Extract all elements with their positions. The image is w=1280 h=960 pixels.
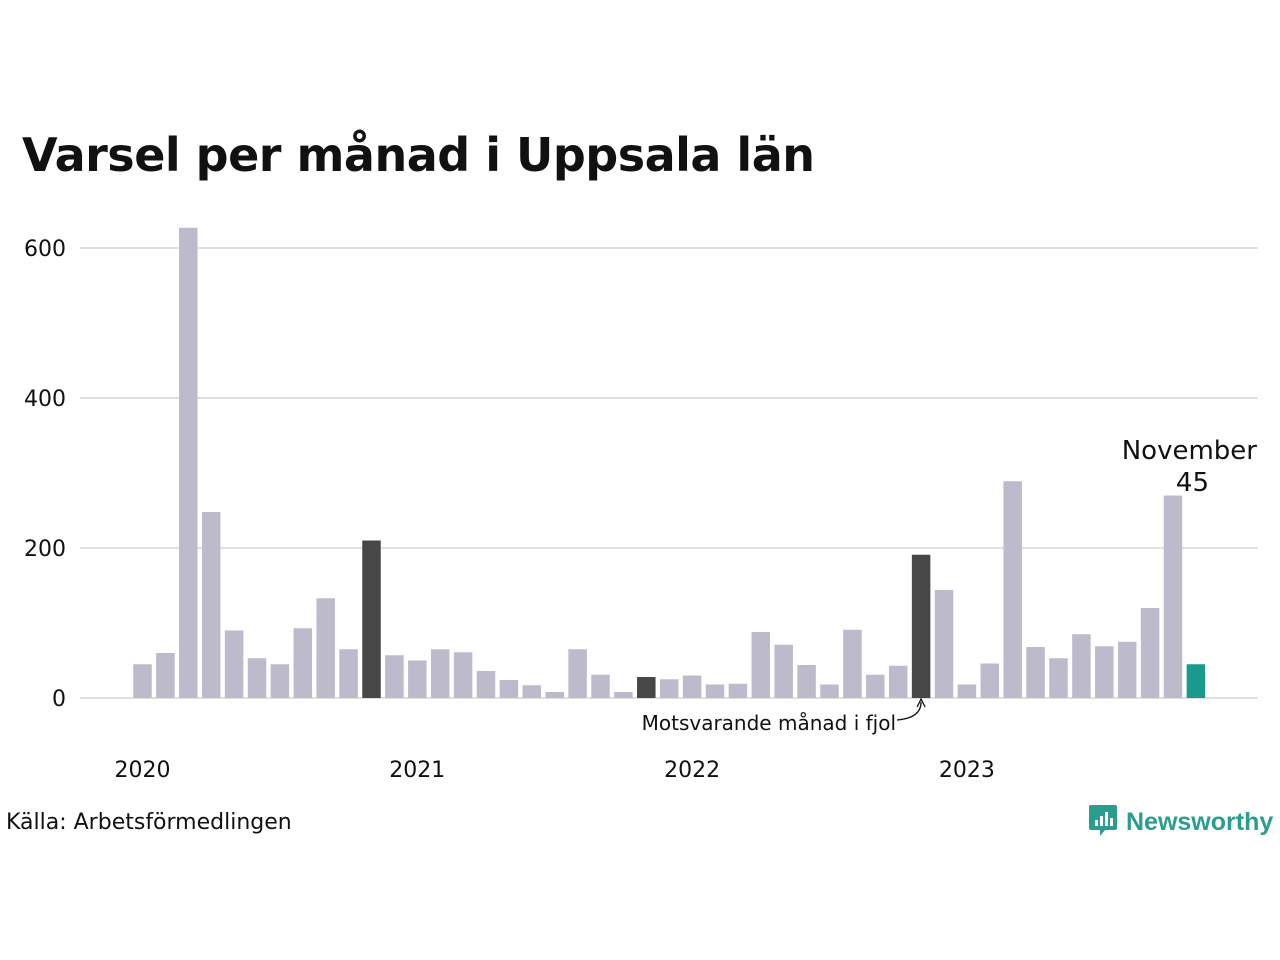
current-value-label: 45 <box>1176 468 1209 498</box>
bar <box>682 675 702 698</box>
y-axis-ticks: 0 200 400 600 <box>24 237 66 712</box>
x-tick-label: 2021 <box>389 758 445 783</box>
y-tick-label: 200 <box>24 537 66 562</box>
x-tick-label: 2020 <box>115 758 171 783</box>
bar <box>774 644 793 698</box>
source-note: Källa: Arbetsförmedlingen <box>6 810 292 835</box>
bar <box>179 227 198 698</box>
bar <box>133 664 152 698</box>
bar <box>522 685 542 698</box>
bar <box>545 692 564 698</box>
brand-logo[interactable]: Newsworthy <box>1088 803 1273 841</box>
bar <box>1186 664 1206 698</box>
bar <box>247 658 267 698</box>
x-tick-label: 2022 <box>664 758 720 783</box>
previous-year-label: Motsvarande månad i fjol <box>642 711 896 735</box>
bar <box>1095 646 1114 698</box>
newsworthy-chart-icon <box>1088 803 1118 841</box>
y-tick-label: 600 <box>24 237 66 262</box>
y-tick-label: 0 <box>52 687 66 712</box>
bar <box>843 629 862 698</box>
bar <box>888 665 908 698</box>
chart-title: Varsel per månad i Uppsala län <box>22 128 815 182</box>
bar <box>957 684 977 698</box>
bar <box>705 684 725 698</box>
bar <box>224 630 244 698</box>
bar <box>499 680 519 698</box>
y-tick-label: 400 <box>24 387 66 412</box>
bar <box>591 674 610 698</box>
bar <box>1049 658 1068 698</box>
bar <box>1026 647 1045 698</box>
bars <box>133 227 1206 698</box>
bar <box>293 628 313 698</box>
bar <box>980 663 1000 698</box>
bar <box>156 653 175 698</box>
bar <box>1140 608 1160 698</box>
bar <box>934 590 954 698</box>
bar <box>453 652 473 698</box>
bar <box>911 554 931 698</box>
bar <box>659 679 679 698</box>
grid-lines <box>80 247 1258 699</box>
brand-name: Newsworthy <box>1126 807 1274 836</box>
bar <box>316 598 335 698</box>
bar <box>476 671 496 698</box>
bar <box>430 649 450 698</box>
x-tick-label: 2023 <box>939 758 995 783</box>
bar <box>568 649 587 698</box>
bar <box>1003 481 1022 698</box>
bar <box>728 683 748 698</box>
current-month-label: November <box>1122 436 1258 466</box>
bar <box>270 664 290 698</box>
bar <box>1117 641 1137 698</box>
bar <box>385 655 404 698</box>
bar <box>751 632 771 698</box>
bar <box>339 649 358 698</box>
bar <box>408 660 427 698</box>
x-axis-ticks: 2020 2021 2022 2023 <box>115 758 995 783</box>
bar <box>820 684 839 698</box>
bar <box>866 674 885 698</box>
previous-year-arrow <box>896 701 922 721</box>
bar <box>1163 495 1183 698</box>
bar <box>201 512 221 698</box>
previous-year-arrowhead <box>916 697 926 708</box>
bar <box>362 540 381 698</box>
bar <box>797 665 816 698</box>
bar <box>637 677 656 698</box>
bar <box>1072 634 1091 698</box>
bar <box>614 692 633 698</box>
